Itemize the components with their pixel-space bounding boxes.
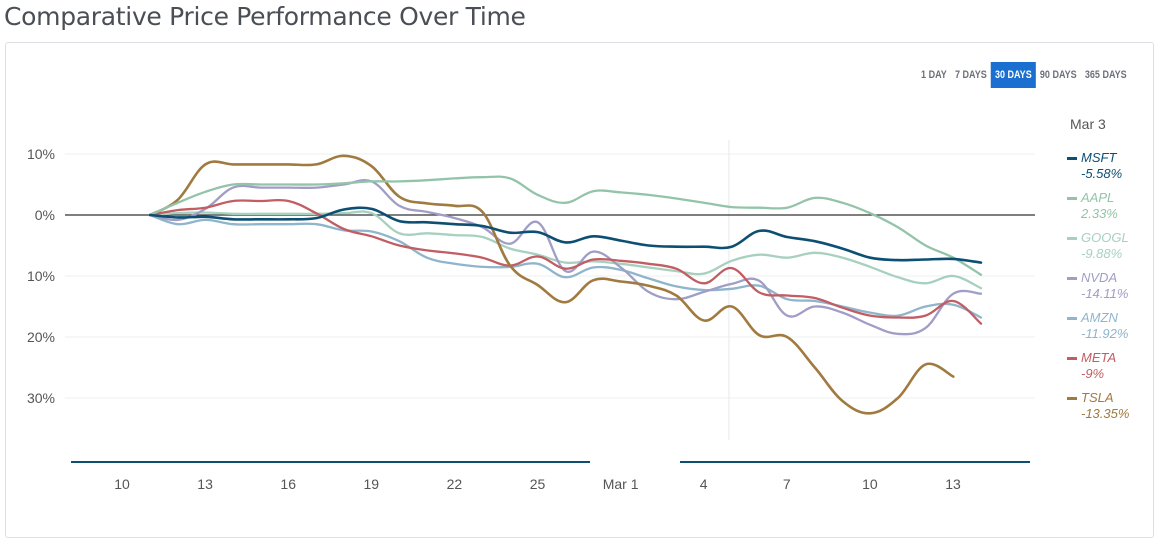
y-tick-label: 30% <box>27 390 55 406</box>
x-tick-label: 25 <box>530 476 546 492</box>
y-tick-label: 0% <box>35 207 55 223</box>
x-tick-label: 13 <box>945 476 961 492</box>
x-tick-label: Mar 1 <box>603 476 639 492</box>
range-button-30-days[interactable]: 30 DAYS <box>991 62 1037 88</box>
legend-swatch <box>1067 197 1077 200</box>
legend-series-value: 2.33% <box>1081 206 1118 221</box>
x-tick-label: 10 <box>114 476 130 492</box>
legend-swatch <box>1067 357 1077 360</box>
legend-swatch <box>1067 237 1077 240</box>
legend-series-name: GOOGL <box>1081 230 1129 245</box>
range-button-7-days[interactable]: 7 DAYS <box>955 69 987 81</box>
x-tick-label: 13 <box>197 476 213 492</box>
page-title: Comparative Price Performance Over Time <box>4 2 526 31</box>
y-tick-label: 20% <box>27 329 55 345</box>
y-tick-label: 10% <box>27 268 55 284</box>
series-line-googl <box>148 210 983 290</box>
legend-series-name: MSFT <box>1081 150 1117 165</box>
legend-series-value: -9% <box>1081 366 1105 381</box>
legend-series-name: META <box>1081 350 1117 365</box>
range-button-1-day[interactable]: 1 DAY <box>921 69 947 81</box>
legend-swatch <box>1067 157 1077 160</box>
legend-date: Mar 3 <box>1070 116 1106 132</box>
series-line-tsla <box>148 154 955 415</box>
legend-series-value: -14.11% <box>1081 286 1129 301</box>
x-tick-label: 7 <box>783 476 791 492</box>
legend-swatch <box>1067 397 1077 400</box>
x-tick-label: 22 <box>447 476 463 492</box>
legend-swatch <box>1067 317 1077 320</box>
range-button-90-days[interactable]: 90 DAYS <box>1040 69 1077 81</box>
series-line-nvda <box>148 178 983 336</box>
legend-series-value: -11.92% <box>1081 326 1129 341</box>
range-button-365-days[interactable]: 365 DAYS <box>1085 69 1127 81</box>
legend-series-value: -9.88% <box>1081 246 1123 261</box>
y-tick-label: 10% <box>27 146 55 162</box>
x-tick-label: 16 <box>280 476 296 492</box>
x-tick-label: 19 <box>364 476 380 492</box>
legend-series-value: -5.58% <box>1081 166 1123 181</box>
series-line-meta <box>148 198 983 325</box>
time-range-selector: 1 DAY 7 DAYS 30 DAYS 90 DAYS 365 DAYS <box>917 62 1131 88</box>
legend-series-name: NVDA <box>1081 270 1118 285</box>
legend-series-name: TSLA <box>1081 390 1114 405</box>
series-line-aapl <box>148 175 983 276</box>
legend-series-value: -13.35% <box>1081 406 1130 421</box>
legend-series-name: AAPL <box>1081 190 1115 205</box>
series-line-msft <box>148 206 983 264</box>
legend-swatch <box>1067 277 1077 280</box>
x-tick-label: 10 <box>862 476 878 492</box>
legend-series-name: AMZN <box>1081 310 1118 325</box>
x-tick-label: 4 <box>700 476 708 492</box>
